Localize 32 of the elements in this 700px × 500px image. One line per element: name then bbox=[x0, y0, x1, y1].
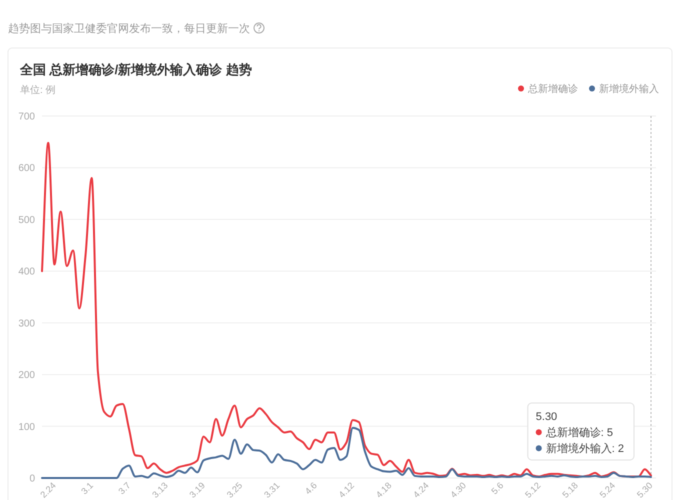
xtick: 5.12 bbox=[523, 480, 543, 500]
ytick: 700 bbox=[18, 112, 35, 122]
xtick: 3.31 bbox=[262, 480, 282, 500]
xtick: 3.19 bbox=[188, 480, 207, 500]
xtick: 5.30 bbox=[634, 480, 654, 500]
ytick: 300 bbox=[18, 318, 35, 330]
ytick: 600 bbox=[18, 163, 35, 174]
xtick: 3.1 bbox=[79, 480, 96, 496]
xtick: 3.7 bbox=[116, 480, 132, 496]
xtick: 4.12 bbox=[336, 480, 356, 500]
annotation: 总新增确诊: 5 bbox=[544, 426, 613, 439]
ytick: 100 bbox=[18, 422, 35, 433]
xtick: 5.18 bbox=[560, 480, 580, 500]
xtick: 4.18 bbox=[374, 480, 394, 500]
ytick: 0 bbox=[29, 474, 35, 484]
legend-label: 总新增确诊 bbox=[527, 83, 578, 95]
tooltip-header: 5.30 bbox=[536, 411, 558, 423]
xtick: 4.24 bbox=[411, 480, 431, 500]
ytick: 200 bbox=[18, 370, 35, 382]
annotation: 新增境外输入: 2 bbox=[546, 442, 624, 455]
legend-label: 新增境外输入 bbox=[599, 83, 659, 95]
xtick: 4.30 bbox=[448, 480, 468, 500]
tooltip: 5.30 总新增确诊: 5 新增境外输入: 2 bbox=[527, 402, 634, 460]
xtick: 5.24 bbox=[598, 480, 618, 500]
subtitle: 趋势图与国家卫健委官网发布一致，每日更新一次 bbox=[8, 23, 250, 35]
ytick: 500 bbox=[18, 214, 35, 226]
xtick: 3.13 bbox=[150, 480, 170, 500]
title: 全国 总新增确诊/新增境外输入确诊 趋势 bbox=[20, 62, 252, 77]
ytick: 400 bbox=[18, 266, 35, 278]
xtick: 5.6 bbox=[489, 480, 506, 496]
xtick: 4.6 bbox=[302, 480, 319, 496]
ylabel: 单位: 例 bbox=[20, 85, 56, 96]
